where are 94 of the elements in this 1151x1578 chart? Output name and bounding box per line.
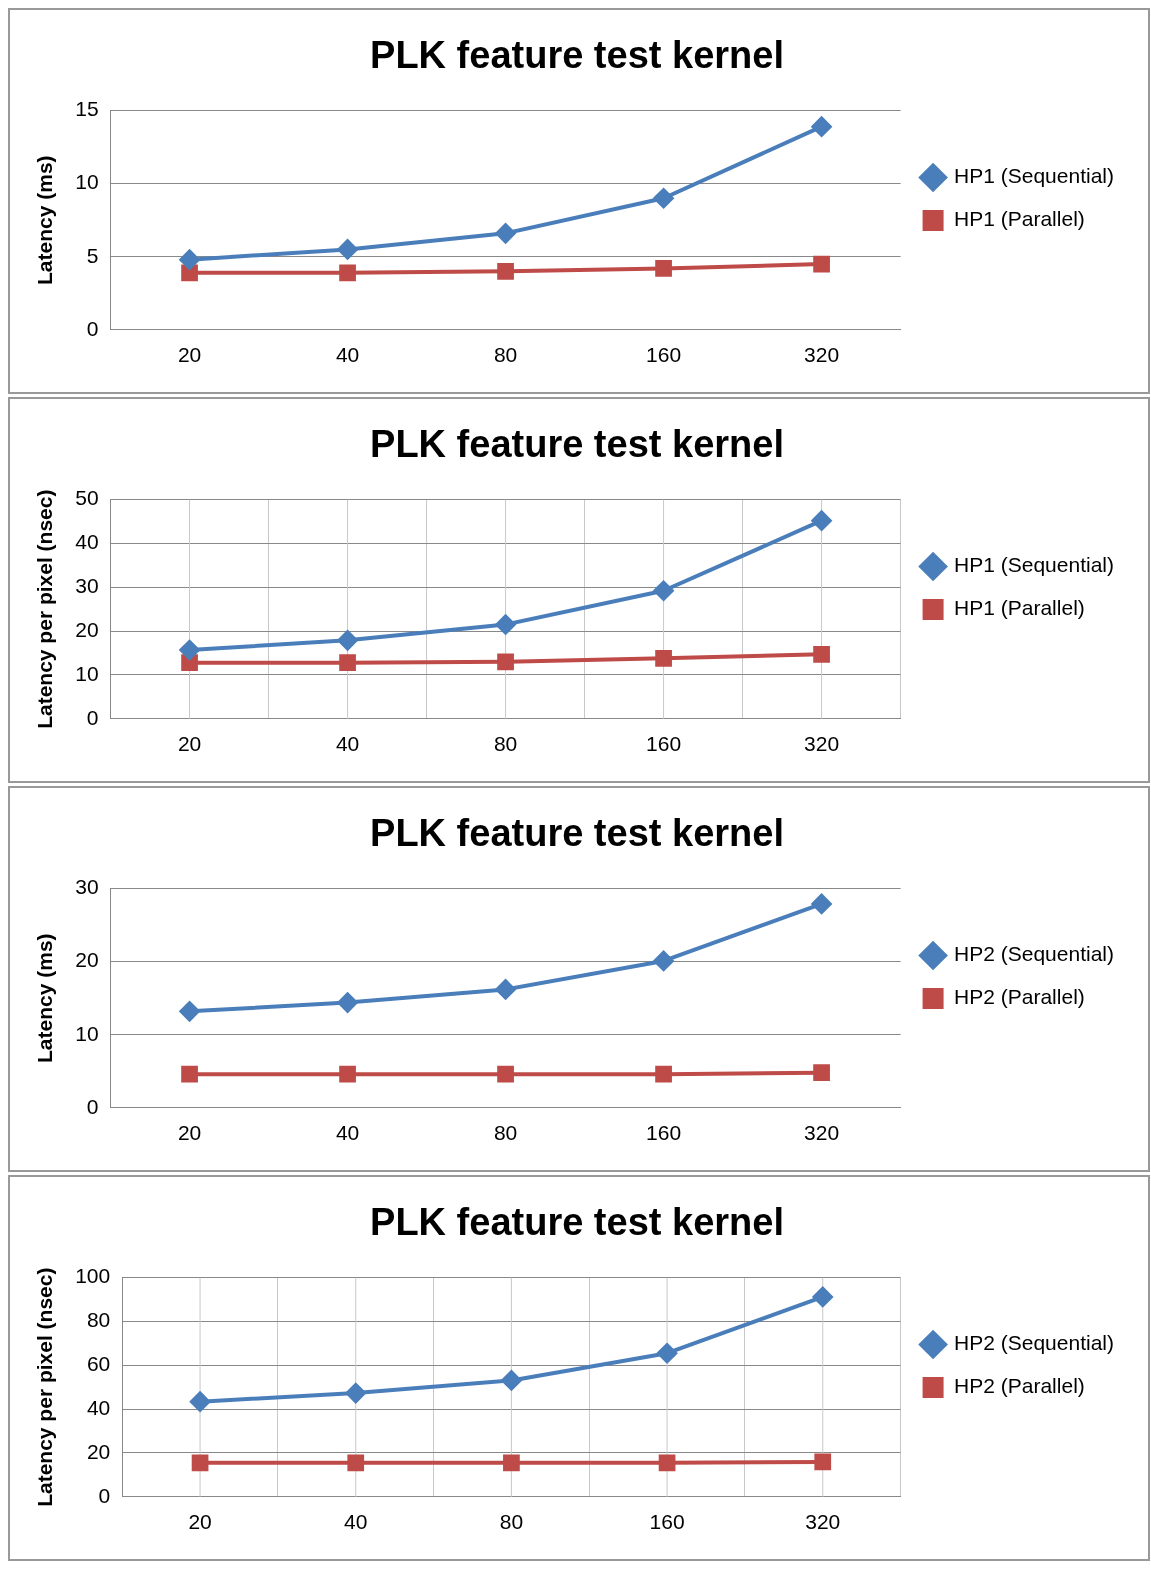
legend-label: HP1 (Sequential) — [954, 553, 1114, 577]
point — [339, 1065, 356, 1083]
y-tick-label: 0 — [86, 705, 99, 729]
y-axis-title: Latency per pixel (nsec) — [33, 489, 57, 729]
point — [339, 264, 356, 282]
point — [657, 1343, 678, 1364]
point — [337, 630, 358, 651]
point — [814, 1453, 832, 1471]
point — [190, 1391, 211, 1412]
chart-title: PLK feature test kernel — [370, 1201, 784, 1244]
legend-label: HP2 (Parallel) — [954, 1374, 1085, 1398]
x-tick-label: 40 — [335, 343, 360, 367]
y-axis-title: Latency per pixel (nsec) — [33, 1267, 57, 1507]
point — [813, 255, 830, 273]
legend-label: HP1 (Sequential) — [954, 164, 1114, 188]
point — [495, 614, 516, 635]
x-tick-label: 20 — [177, 1121, 202, 1145]
point — [813, 645, 830, 663]
point — [501, 1370, 522, 1391]
point — [337, 239, 358, 260]
x-tick-label: 40 — [335, 1121, 360, 1145]
point — [181, 1065, 198, 1083]
y-tick-label: 20 — [75, 617, 99, 641]
legend-label: HP2 (Parallel) — [954, 985, 1085, 1009]
x-tick-label: 320 — [804, 343, 840, 367]
point — [345, 1383, 366, 1404]
point — [495, 979, 516, 1000]
legend-label: HP1 (Parallel) — [954, 596, 1085, 620]
x-tick-label: 80 — [499, 1510, 524, 1534]
x-tick-label: 160 — [646, 732, 682, 756]
y-tick-label: 40 — [75, 530, 99, 554]
x-tick-label: 160 — [649, 1510, 685, 1534]
legend-label: HP2 (Sequential) — [954, 1331, 1114, 1355]
y-tick-label: 40 — [86, 1395, 111, 1419]
x-tick-label: 20 — [177, 343, 202, 367]
point — [812, 1286, 833, 1307]
point — [503, 1454, 520, 1472]
point — [179, 639, 200, 660]
y-tick-label: 60 — [86, 1352, 111, 1376]
point — [653, 950, 674, 971]
x-tick-label: 160 — [646, 343, 682, 367]
point — [497, 653, 514, 671]
point — [811, 116, 832, 137]
point — [495, 223, 516, 244]
point — [179, 1001, 200, 1022]
point — [179, 249, 200, 270]
point — [497, 262, 514, 280]
y-axis-title: Latency (ms) — [33, 155, 57, 285]
point — [655, 260, 672, 277]
legend-label: HP2 (Sequential) — [954, 942, 1114, 966]
y-tick-label: 10 — [75, 661, 99, 685]
x-tick-label: 160 — [646, 1121, 682, 1145]
chart-title: PLK feature test kernel — [370, 34, 784, 77]
x-tick-label: 20 — [188, 1510, 212, 1534]
y-tick-label: 10 — [75, 1021, 99, 1045]
x-tick-label: 80 — [493, 343, 518, 367]
point — [191, 1454, 209, 1472]
x-tick-label: 40 — [344, 1510, 368, 1534]
point — [337, 992, 358, 1013]
point — [655, 649, 672, 667]
point — [347, 1454, 365, 1472]
point — [653, 580, 674, 601]
x-tick-label: 320 — [805, 1510, 841, 1534]
point — [811, 510, 832, 531]
x-tick-label: 40 — [335, 732, 360, 756]
y-tick-label: 80 — [86, 1308, 111, 1332]
point — [655, 1065, 672, 1083]
chart-title: PLK feature test kernel — [370, 812, 784, 855]
y-tick-label: 20 — [75, 948, 99, 972]
y-tick-label: 0 — [86, 316, 99, 340]
chart-title: PLK feature test kernel — [370, 423, 784, 466]
y-tick-label: 50 — [75, 486, 99, 510]
y-tick-label: 5 — [86, 243, 99, 267]
y-tick-label: 10 — [75, 170, 99, 194]
y-tick-label: 100 — [75, 1264, 111, 1288]
point — [813, 1064, 830, 1082]
point — [497, 1065, 514, 1083]
x-tick-label: 80 — [493, 732, 518, 756]
legend-label: HP1 (Parallel) — [954, 207, 1085, 231]
point — [339, 654, 356, 672]
point — [658, 1454, 676, 1472]
point — [653, 188, 674, 209]
y-tick-label: 30 — [75, 574, 99, 598]
y-axis-title: Latency (ms) — [33, 933, 57, 1063]
y-tick-label: 15 — [75, 97, 99, 121]
x-tick-label: 320 — [804, 732, 840, 756]
y-tick-label: 0 — [86, 1094, 99, 1118]
x-tick-label: 320 — [804, 1121, 840, 1145]
x-tick-label: 80 — [493, 1121, 518, 1145]
y-tick-label: 20 — [86, 1439, 111, 1463]
y-tick-label: 0 — [98, 1483, 111, 1507]
x-tick-label: 20 — [177, 732, 202, 756]
point — [811, 893, 832, 914]
y-tick-label: 30 — [75, 875, 99, 899]
